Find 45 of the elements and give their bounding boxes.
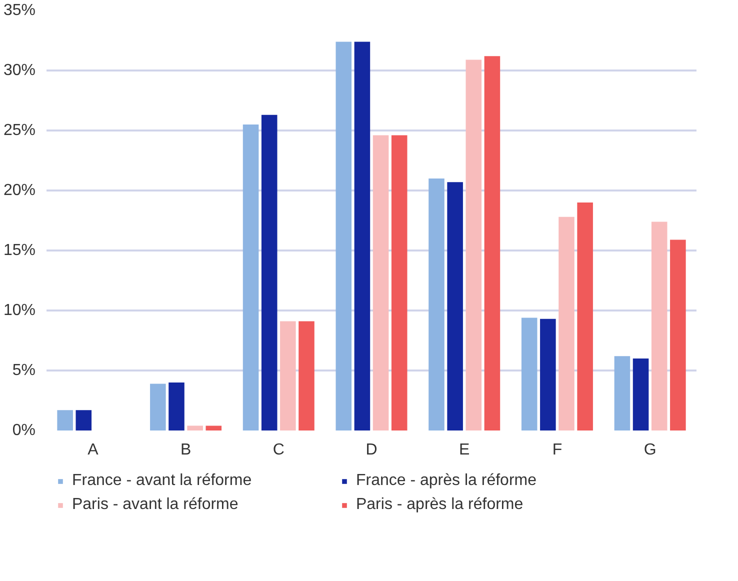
bar [558,216,574,430]
bar [168,382,184,430]
legend-label: France - après la réforme [356,472,538,490]
bar [670,240,686,430]
bar [336,42,352,430]
bar [577,202,593,430]
bar [447,182,463,430]
bar [632,358,649,430]
y-tick-label: 10% [3,302,36,319]
bar [614,356,630,430]
bar [206,426,222,430]
bar [76,410,92,430]
y-tick-label: 30% [3,62,36,79]
x-tick-label: D [366,442,378,458]
bar [242,124,259,430]
bar [298,321,314,430]
x-tick-label: E [459,442,470,458]
y-tick-label: 35% [3,2,36,19]
bar [466,60,482,430]
legend-label: Paris - avant la réforme [72,496,240,514]
bar [521,318,538,430]
y-tick-label: 20% [3,182,36,199]
bar [428,178,444,430]
legend-label: France - avant la réforme [72,472,253,490]
y-tick-label: 15% [3,242,36,259]
x-tick-label: B [180,442,192,458]
bar [651,222,668,430]
bar [261,114,278,430]
y-tick-label: 25% [3,122,36,139]
x-tick-label: F [552,442,562,458]
x-tick-label: C [272,442,284,458]
bar [150,384,166,430]
y-tick-label: 0% [12,422,36,439]
bar [484,56,500,430]
bar [354,42,370,430]
bar [540,318,556,430]
bar [391,135,408,430]
bar [57,410,73,430]
y-tick-label: 5% [12,362,36,379]
bar [280,321,296,430]
bar [372,135,389,430]
bar [187,426,203,430]
legend-label: Paris - après la réforme [356,496,524,514]
x-tick-label: G [644,442,656,458]
x-tick-label: A [88,442,99,458]
